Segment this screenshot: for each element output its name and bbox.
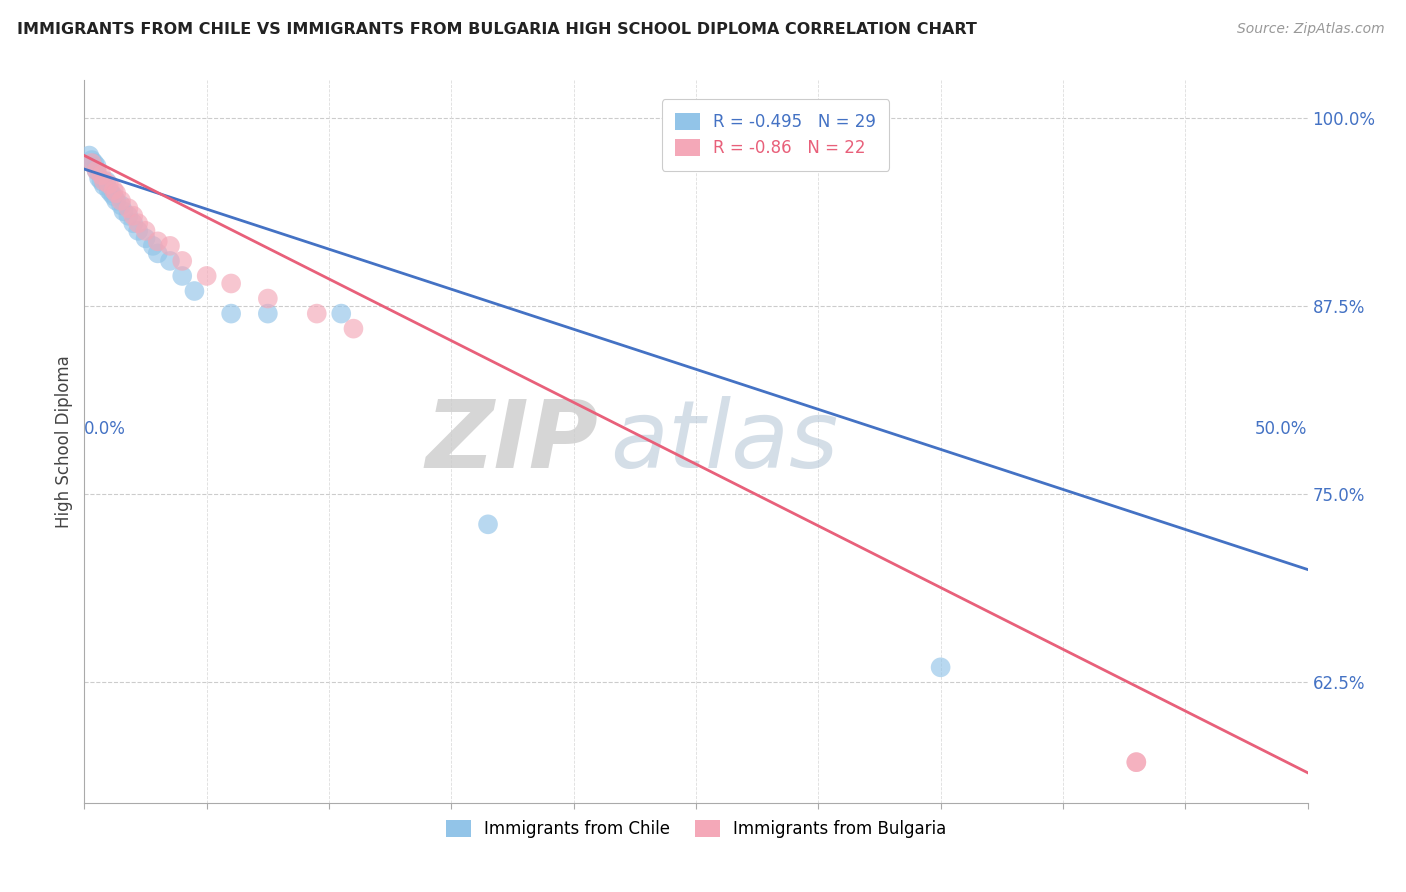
Y-axis label: High School Diploma: High School Diploma [55,355,73,528]
Point [146,235,169,249]
Point [110,198,132,212]
Point [142,239,165,253]
Text: ZIP: ZIP [425,395,598,488]
Point [112,204,135,219]
Text: atlas: atlas [610,396,838,487]
Point [1125,755,1147,769]
Point [97,177,120,191]
Point [330,307,353,321]
Point [90,168,112,182]
Point [80,153,103,167]
Point [93,178,115,193]
Text: 50.0%: 50.0% [1256,420,1308,438]
Point [77,148,100,162]
Point [257,292,280,306]
Point [86,163,108,178]
Point [135,231,157,245]
Point [97,183,120,197]
Point [159,253,181,268]
Point [80,156,103,170]
Text: IMMIGRANTS FROM CHILE VS IMMIGRANTS FROM BULGARIA HIGH SCHOOL DIPLOMA CORRELATIO: IMMIGRANTS FROM CHILE VS IMMIGRANTS FROM… [17,22,977,37]
Point [183,284,205,298]
Point [122,209,145,223]
Point [172,253,194,268]
Point [219,307,242,321]
Point [103,183,125,197]
Point [219,277,242,291]
Point [87,171,110,186]
Point [86,163,108,178]
Point [117,201,139,215]
Point [342,321,364,335]
Point [122,216,145,230]
Text: 0.0%: 0.0% [84,420,127,438]
Point [105,194,128,208]
Point [117,209,139,223]
Point [127,224,149,238]
Point [90,174,112,188]
Point [127,216,149,230]
Point [96,174,118,188]
Point [929,660,952,674]
Point [477,517,499,532]
Point [257,307,280,321]
Point [172,268,194,283]
Point [105,186,128,201]
Point [100,186,122,201]
Point [135,224,157,238]
Point [159,239,181,253]
Point [195,268,218,283]
Point [93,174,115,188]
Text: Source: ZipAtlas.com: Source: ZipAtlas.com [1237,22,1385,37]
Point [83,156,105,170]
Point [103,189,125,203]
Point [146,246,169,260]
Point [1125,755,1147,769]
Legend: Immigrants from Chile, Immigrants from Bulgaria: Immigrants from Chile, Immigrants from B… [439,814,953,845]
Point [305,307,328,321]
Point [110,194,132,208]
Point [86,159,108,173]
